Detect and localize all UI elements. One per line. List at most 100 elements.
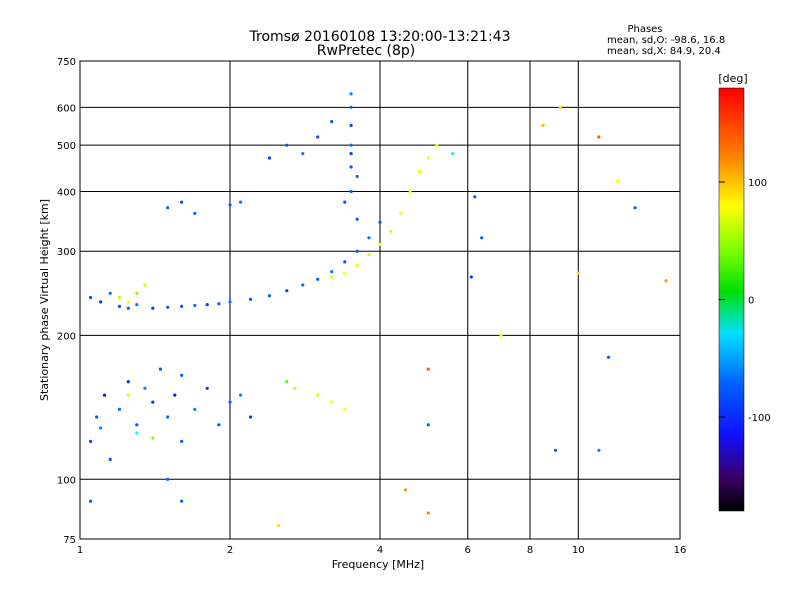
data-point	[355, 249, 359, 253]
data-point	[367, 253, 371, 257]
data-point	[426, 156, 430, 160]
data-point	[193, 407, 197, 411]
chart-subtitle: RwPretec (8p)	[317, 43, 415, 59]
data-point	[217, 423, 221, 427]
data-point	[193, 211, 197, 215]
data-point	[89, 439, 93, 443]
data-point	[99, 426, 103, 430]
data-point	[343, 271, 347, 275]
data-point	[239, 393, 243, 397]
data-point	[389, 229, 393, 233]
data-point	[95, 415, 99, 419]
data-point	[89, 295, 93, 300]
data-point	[301, 283, 305, 287]
data-point	[285, 380, 289, 384]
data-point	[166, 305, 170, 309]
data-point	[469, 275, 473, 279]
data-point	[126, 380, 130, 384]
data-point	[355, 263, 359, 268]
data-point	[108, 291, 112, 295]
data-point	[633, 206, 637, 210]
data-point	[343, 260, 347, 264]
data-point	[135, 431, 139, 435]
data-point	[435, 143, 439, 147]
data-point	[426, 367, 430, 371]
data-point	[576, 271, 580, 275]
data-point	[355, 217, 359, 221]
data-point	[228, 400, 232, 404]
data-point	[228, 300, 232, 304]
data-point	[399, 211, 403, 215]
data-point	[541, 123, 545, 127]
data-point	[597, 448, 601, 452]
data-point	[285, 289, 289, 293]
data-point	[473, 195, 477, 199]
data-point	[205, 386, 209, 390]
data-point	[330, 400, 334, 404]
data-point	[330, 120, 334, 124]
data-point	[343, 407, 347, 411]
data-point	[330, 275, 334, 279]
y-tick-label: 400	[57, 187, 76, 198]
colorbar-tick-label: 100	[748, 178, 767, 189]
y-tick-label: 500	[57, 141, 76, 152]
data-point	[217, 302, 221, 306]
stats-line-x: mean, sd,X: 84.9, 20.4	[607, 46, 721, 57]
y-axis-label: Stationary phase Virtual Height [km]	[38, 199, 51, 401]
data-point	[126, 393, 130, 397]
data-point	[166, 415, 170, 419]
data-point	[276, 524, 280, 528]
data-point	[180, 200, 184, 204]
colorbar-tick-label: -100	[748, 413, 771, 424]
y-tick-label: 600	[57, 103, 76, 114]
data-point	[228, 203, 232, 207]
data-point	[205, 303, 209, 307]
data-point	[349, 92, 353, 96]
colorbar-label: [deg]	[718, 72, 747, 85]
data-point	[316, 277, 320, 281]
data-point	[108, 457, 112, 462]
x-tick-label: 10	[572, 545, 585, 556]
x-tick-label: 8	[527, 545, 533, 556]
data-point	[616, 179, 620, 183]
y-tick-label: 100	[57, 475, 76, 486]
colorbar-tick-label: 0	[748, 296, 754, 307]
data-point	[597, 135, 601, 139]
data-point	[249, 297, 253, 301]
data-point	[180, 439, 184, 443]
colorbar-ticks: 100 0 -100	[719, 178, 771, 424]
data-point	[135, 303, 139, 307]
data-point	[316, 393, 320, 397]
data-point	[330, 270, 334, 274]
data-point	[349, 105, 353, 109]
data-point	[117, 407, 122, 411]
stats-heading: Phases	[627, 24, 662, 35]
data-point	[166, 477, 170, 481]
data-point	[417, 170, 422, 174]
data-point	[480, 236, 484, 240]
data-point	[239, 200, 243, 204]
data-point	[143, 386, 147, 390]
data-point	[349, 189, 353, 194]
data-point	[301, 152, 305, 156]
data-point	[426, 423, 430, 427]
data-point	[135, 291, 139, 295]
data-point	[117, 295, 122, 300]
data-point	[316, 135, 320, 139]
data-point	[349, 152, 353, 156]
data-point	[180, 304, 184, 308]
data-point	[173, 393, 177, 397]
data-point	[426, 511, 430, 515]
data-point	[355, 174, 359, 179]
chart-title: Tromsø 20160108 13:20:00-13:21:43	[249, 29, 511, 45]
y-axis-ticks: 75 100 200 300 400 500 600 750	[57, 57, 76, 546]
data-point	[151, 306, 155, 310]
data-point	[378, 242, 382, 246]
scatter-points	[89, 92, 668, 528]
data-point	[499, 333, 503, 337]
stats-line-o: mean, sd,O: -98.6, 16.8	[607, 35, 725, 46]
data-point	[349, 165, 353, 169]
data-point	[558, 105, 562, 109]
x-tick-label: 16	[674, 545, 687, 556]
